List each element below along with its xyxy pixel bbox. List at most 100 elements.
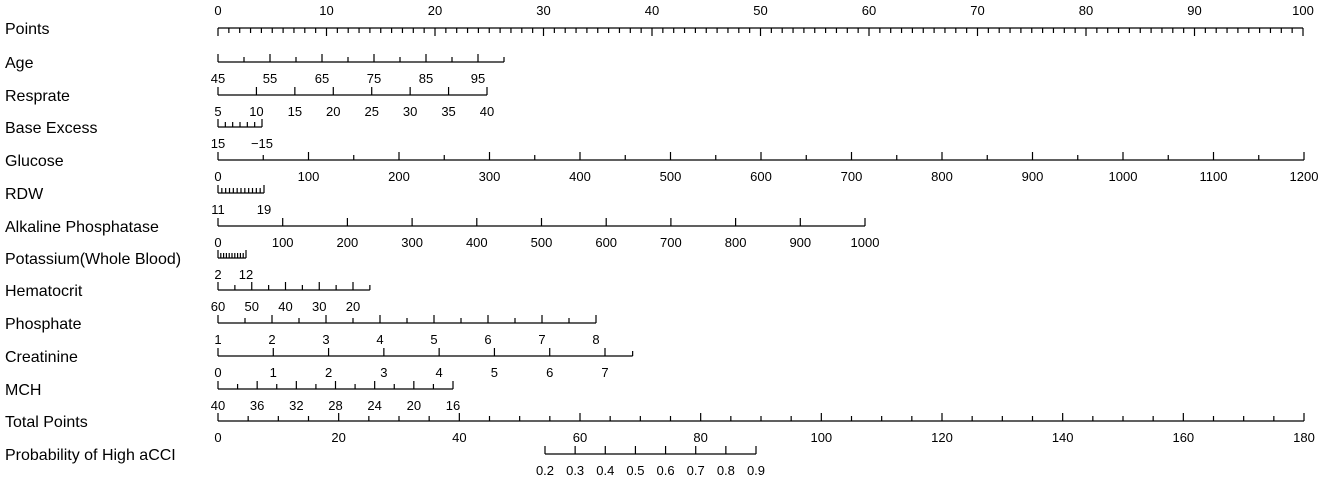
tick-label-total-points: 160	[1172, 430, 1194, 445]
row-label-base-excess: Base Excess	[5, 120, 97, 137]
tick-label-glucose: 800	[931, 169, 953, 184]
tick-label-total-points: 180	[1293, 430, 1315, 445]
tick-label-mch: 16	[446, 398, 460, 413]
tick-label-probability-of-high-acci: 0.7	[687, 463, 705, 478]
tick-label-resprate: 30	[403, 104, 417, 119]
tick-label-points: 70	[970, 3, 984, 18]
tick-label-creatinine: 2	[325, 365, 332, 380]
tick-label-mch: 32	[289, 398, 303, 413]
tick-label-phosphate: 2	[268, 332, 275, 347]
row-label-probability-of-high-acci: Probability of High aCCI	[5, 447, 176, 464]
tick-label-mch: 20	[407, 398, 421, 413]
tick-label-hematocrit: 60	[211, 299, 225, 314]
tick-label-total-points: 100	[810, 430, 832, 445]
tick-label-probability-of-high-acci: 0.5	[626, 463, 644, 478]
tick-label-resprate: 35	[441, 104, 455, 119]
tick-label-glucose: 700	[841, 169, 863, 184]
tick-label-resprate: 20	[326, 104, 340, 119]
tick-label-glucose: 600	[750, 169, 772, 184]
tick-label-potassium-whole-blood: 12	[239, 267, 253, 282]
tick-label-phosphate: 8	[592, 332, 599, 347]
tick-label-age: 65	[315, 71, 329, 86]
tick-label-total-points: 120	[931, 430, 953, 445]
tick-label-alkaline-phosphatase: 300	[401, 235, 423, 250]
tick-label-creatinine: 0	[214, 365, 221, 380]
row-label-rdw: RDW	[5, 186, 44, 203]
tick-label-rdw: 19	[257, 202, 271, 217]
tick-label-total-points: 20	[331, 430, 345, 445]
tick-label-glucose: 100	[298, 169, 320, 184]
tick-label-points: 80	[1079, 3, 1093, 18]
tick-label-alkaline-phosphatase: 500	[531, 235, 553, 250]
tick-label-glucose: 200	[388, 169, 410, 184]
tick-label-glucose: 1200	[1290, 169, 1319, 184]
tick-label-probability-of-high-acci: 0.8	[717, 463, 735, 478]
tick-label-alkaline-phosphatase: 600	[595, 235, 617, 250]
tick-label-points: 50	[753, 3, 767, 18]
tick-label-total-points: 0	[214, 430, 221, 445]
tick-label-glucose: 0	[214, 169, 221, 184]
tick-label-hematocrit: 50	[245, 299, 259, 314]
tick-label-glucose: 300	[479, 169, 501, 184]
tick-label-creatinine: 7	[601, 365, 608, 380]
tick-label-creatinine: 3	[380, 365, 387, 380]
row-label-mch: MCH	[5, 382, 41, 399]
tick-label-glucose: 1000	[1109, 169, 1138, 184]
tick-label-total-points: 140	[1052, 430, 1074, 445]
tick-label-glucose: 1100	[1200, 169, 1228, 184]
tick-label-age: 85	[419, 71, 433, 86]
tick-label-phosphate: 6	[484, 332, 491, 347]
row-label-phosphate: Phosphate	[5, 316, 82, 333]
tick-label-total-points: 40	[452, 430, 466, 445]
tick-label-age: 75	[367, 71, 381, 86]
tick-label-mch: 24	[367, 398, 381, 413]
tick-label-probability-of-high-acci: 0.2	[536, 463, 554, 478]
tick-label-age: 45	[211, 71, 225, 86]
tick-label-base-excess: 15	[211, 136, 225, 151]
tick-label-alkaline-phosphatase: 900	[789, 235, 811, 250]
tick-label-base-excess: −15	[251, 136, 273, 151]
tick-label-glucose: 500	[660, 169, 682, 184]
row-label-total-points: Total Points	[5, 414, 88, 431]
tick-label-hematocrit: 20	[346, 299, 360, 314]
tick-label-glucose: 400	[569, 169, 591, 184]
tick-label-resprate: 25	[364, 104, 378, 119]
tick-label-probability-of-high-acci: 0.6	[657, 463, 675, 478]
row-label-potassium-whole-blood: Potassium(Whole Blood)	[5, 251, 181, 268]
tick-label-alkaline-phosphatase: 0	[214, 235, 221, 250]
row-label-resprate: Resprate	[5, 88, 70, 105]
tick-label-rdw: 11	[211, 202, 225, 217]
tick-label-mch: 40	[211, 398, 225, 413]
tick-label-total-points: 60	[573, 430, 587, 445]
tick-label-phosphate: 3	[322, 332, 329, 347]
tick-label-total-points: 80	[693, 430, 707, 445]
tick-label-resprate: 15	[288, 104, 302, 119]
tick-label-hematocrit: 30	[312, 299, 326, 314]
tick-label-glucose: 900	[1022, 169, 1044, 184]
tick-label-alkaline-phosphatase: 200	[337, 235, 359, 250]
tick-label-points: 30	[536, 3, 550, 18]
tick-label-alkaline-phosphatase: 700	[660, 235, 682, 250]
row-label-creatinine: Creatinine	[5, 349, 78, 366]
tick-label-probability-of-high-acci: 0.4	[596, 463, 614, 478]
row-label-glucose: Glucose	[5, 153, 64, 170]
row-label-alkaline-phosphatase: Alkaline Phosphatase	[5, 219, 159, 236]
tick-label-phosphate: 4	[376, 332, 383, 347]
tick-label-age: 55	[263, 71, 277, 86]
row-label-hematocrit: Hematocrit	[5, 283, 83, 300]
tick-label-phosphate: 1	[214, 332, 221, 347]
tick-label-resprate: 40	[480, 104, 494, 119]
row-label-points: Points	[5, 21, 49, 38]
tick-label-points: 60	[862, 3, 876, 18]
tick-label-mch: 28	[328, 398, 342, 413]
tick-label-points: 0	[214, 3, 221, 18]
tick-label-creatinine: 1	[270, 365, 277, 380]
tick-label-alkaline-phosphatase: 100	[272, 235, 294, 250]
tick-label-alkaline-phosphatase: 1000	[851, 235, 880, 250]
tick-label-probability-of-high-acci: 0.3	[566, 463, 584, 478]
tick-label-mch: 36	[250, 398, 264, 413]
tick-label-potassium-whole-blood: 2	[214, 267, 221, 282]
tick-label-points: 10	[319, 3, 333, 18]
row-label-age: Age	[5, 55, 34, 72]
